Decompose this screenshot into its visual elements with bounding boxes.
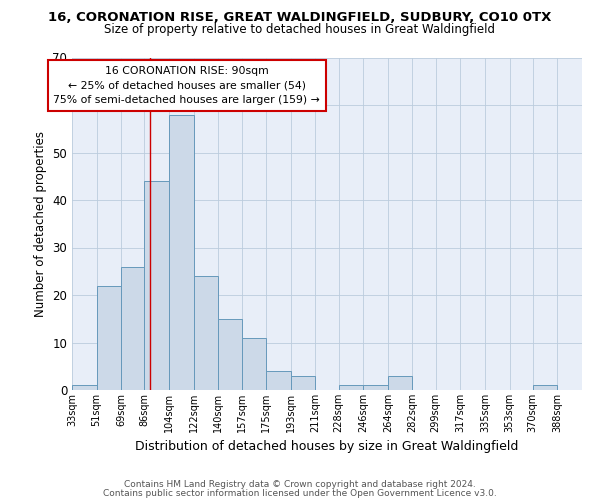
Bar [72, 385, 97, 390]
Bar [169, 114, 194, 390]
Text: Contains public sector information licensed under the Open Government Licence v3: Contains public sector information licen… [103, 488, 497, 498]
Bar [121, 266, 145, 390]
Bar [97, 286, 121, 390]
Bar [533, 385, 557, 390]
Y-axis label: Number of detached properties: Number of detached properties [34, 130, 47, 317]
Bar [338, 385, 363, 390]
Text: 16 CORONATION RISE: 90sqm
← 25% of detached houses are smaller (54)
75% of semi-: 16 CORONATION RISE: 90sqm ← 25% of detac… [53, 66, 320, 106]
Bar [242, 338, 266, 390]
Bar [266, 371, 291, 390]
Text: Contains HM Land Registry data © Crown copyright and database right 2024.: Contains HM Land Registry data © Crown c… [124, 480, 476, 489]
Bar [145, 181, 169, 390]
Text: Size of property relative to detached houses in Great Waldingfield: Size of property relative to detached ho… [104, 22, 496, 36]
Text: 16, CORONATION RISE, GREAT WALDINGFIELD, SUDBURY, CO10 0TX: 16, CORONATION RISE, GREAT WALDINGFIELD,… [49, 11, 551, 24]
Bar [194, 276, 218, 390]
Bar [218, 319, 242, 390]
Bar [388, 376, 412, 390]
Bar [291, 376, 316, 390]
X-axis label: Distribution of detached houses by size in Great Waldingfield: Distribution of detached houses by size … [136, 440, 518, 454]
Bar [363, 385, 388, 390]
